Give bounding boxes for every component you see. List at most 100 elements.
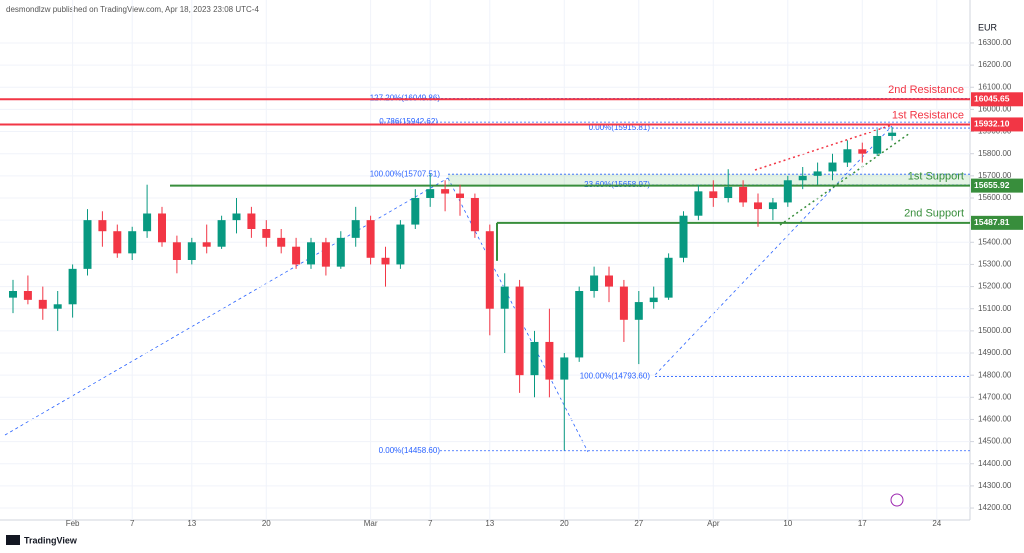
- y-tick-label: 16300.00: [978, 38, 1012, 47]
- y-tick-label: 14600.00: [978, 415, 1012, 424]
- price-box-label: 16045.65: [974, 94, 1010, 104]
- candle-body: [694, 191, 703, 216]
- x-tick-label: 10: [783, 519, 792, 528]
- candle-body: [560, 357, 569, 380]
- price-box: [971, 215, 1023, 230]
- candle-body: [321, 242, 330, 267]
- candle-body: [128, 231, 137, 254]
- level-name: 2nd Support: [904, 208, 964, 220]
- x-tick-label: 7: [428, 519, 433, 528]
- x-tick-label: 24: [932, 519, 941, 528]
- candle-body: [828, 162, 837, 172]
- candle-body: [336, 237, 345, 267]
- candle-body: [292, 246, 301, 265]
- candle-body: [798, 175, 807, 181]
- fib-label: 23.60%(15658.97): [584, 180, 650, 189]
- candle-body: [485, 231, 494, 309]
- candle-body: [9, 291, 17, 298]
- y-tick-label: 15600.00: [978, 193, 1012, 202]
- candle-body: [515, 286, 524, 376]
- fib-label: 127.20%(16049.86): [370, 93, 441, 102]
- footer-bar: [0, 528, 1024, 553]
- candle-body: [679, 215, 688, 258]
- candle-body: [98, 220, 107, 232]
- candle-body: [888, 132, 897, 136]
- candle-body: [709, 191, 718, 198]
- y-tick-label: 14800.00: [978, 370, 1012, 379]
- x-tick-label: 17: [858, 519, 867, 528]
- y-tick-label: 16200.00: [978, 60, 1012, 69]
- support-zone-fill: [448, 174, 970, 186]
- candle-body: [351, 220, 360, 238]
- candle-body: [217, 220, 226, 247]
- alert-icon: [890, 493, 904, 507]
- y-tick-label: 15000.00: [978, 326, 1012, 335]
- x-tick-label: Feb: [66, 519, 80, 528]
- candle-body: [53, 304, 62, 309]
- candle-body: [456, 193, 464, 198]
- candle-body: [724, 186, 733, 198]
- candle-body: [113, 231, 122, 254]
- header: desmondlzw published on TradingView.com,…: [6, 5, 259, 14]
- price-box: [971, 178, 1023, 193]
- y-tick-label: 15700.00: [978, 171, 1012, 180]
- candle-body: [307, 242, 315, 265]
- y-tick-label: 14200.00: [978, 503, 1012, 512]
- candle-body: [664, 257, 673, 298]
- candle-body: [411, 197, 420, 225]
- candle-body: [38, 299, 47, 309]
- candle-body: [619, 286, 628, 320]
- candle-body: [634, 302, 643, 320]
- candle-body: [813, 171, 822, 176]
- candle-body: [605, 275, 613, 287]
- y-tick-label: 14700.00: [978, 392, 1012, 401]
- candle-body: [262, 228, 271, 238]
- currency: EUR: [978, 22, 998, 32]
- candle-body: [83, 220, 92, 269]
- level-name: 1st Support: [908, 171, 964, 183]
- fib-label: 0.00%(15915.81): [589, 123, 651, 132]
- candle-body: [754, 202, 762, 210]
- candle-body: [575, 291, 584, 358]
- candle-body: [202, 242, 211, 247]
- fib-label: 100.00%(14793.60): [580, 372, 651, 381]
- candle-body: [396, 224, 405, 265]
- candle-body: [649, 297, 658, 303]
- y-tick-label: 15800.00: [978, 149, 1012, 158]
- price-box-label: 15487.81: [974, 217, 1010, 227]
- fib-label: 100.00%(15707.51): [370, 169, 441, 178]
- level-name: 1st Resistance: [892, 109, 964, 121]
- price-box-label: 15655.92: [974, 180, 1010, 190]
- wedge-upper: [754, 124, 893, 171]
- x-tick-label: 13: [187, 519, 196, 528]
- y-tick-label: 14900.00: [978, 348, 1012, 357]
- candle-body: [500, 286, 509, 309]
- candle-body: [873, 135, 882, 154]
- y-tick-label: 16100.00: [978, 82, 1012, 91]
- y-tick-label: 15400.00: [978, 237, 1012, 246]
- y-tick-label: 15100.00: [978, 304, 1012, 313]
- candle-body: [68, 268, 77, 305]
- level-name: 2nd Resistance: [888, 84, 964, 96]
- footer-text: TradingView: [24, 535, 78, 545]
- x-tick-label: 13: [485, 519, 494, 528]
- candle-body: [470, 197, 479, 232]
- price-box: [971, 92, 1023, 107]
- x-tick-label: Apr: [707, 519, 720, 528]
- candle-body: [426, 189, 435, 198]
- x-tick-label: 7: [130, 519, 135, 528]
- logo: [6, 535, 20, 545]
- candle-body: [247, 213, 256, 229]
- y-tick-label: 14400.00: [978, 459, 1012, 468]
- y-tick-label: 16000.00: [978, 105, 1012, 114]
- x-tick-label: 20: [560, 519, 569, 528]
- wedge-lower: [779, 132, 911, 226]
- fib-label: 0.786(15942.62): [379, 117, 438, 126]
- y-tick-label: 14300.00: [978, 481, 1012, 490]
- candle-body: [441, 189, 450, 194]
- candle-body: [768, 202, 777, 210]
- candle-body: [23, 291, 32, 300]
- candle-body: [158, 213, 166, 243]
